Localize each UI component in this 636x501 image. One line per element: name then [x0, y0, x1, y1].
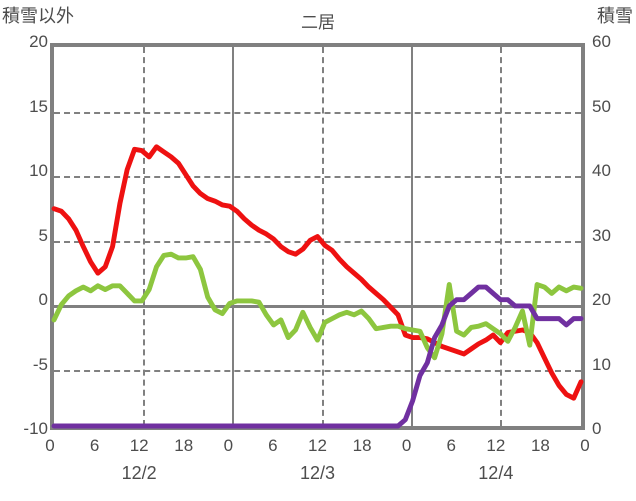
- y-axis-tick-left: -5: [32, 354, 48, 374]
- y-axis-tick-right: 40: [592, 161, 611, 180]
- x-axis-tick: 18: [530, 436, 550, 455]
- series-line-red-series: [51, 144, 584, 401]
- gridline-horizontal: [54, 176, 581, 178]
- y-axis-tick-left: -10: [23, 419, 48, 438]
- x-axis-tick: 0: [401, 436, 412, 455]
- x-axis-tick: 18: [174, 436, 194, 455]
- y-axis-tick-left: 15: [29, 96, 48, 116]
- x-axis-tick: 0: [580, 436, 590, 455]
- y-axis-tick-right: 20: [592, 290, 611, 309]
- y-axis-tick-right: 30: [592, 225, 611, 245]
- gridline-vertical-dashed: [499, 47, 502, 426]
- x-axis-tick: 0: [223, 436, 234, 455]
- y-axis-tick-right: 10: [592, 354, 611, 374]
- y-axis-tick-right: 50: [592, 96, 611, 116]
- x-axis-tick: 12: [129, 436, 149, 455]
- right-axis-caption: 積雪: [597, 6, 633, 26]
- y-axis-tick-left: 10: [29, 161, 48, 180]
- x-axis-tick: 18: [352, 436, 372, 455]
- x-axis-tick: 0: [45, 436, 55, 455]
- page-title: 二居: [301, 13, 335, 32]
- x-axis-tick: 6: [89, 436, 100, 455]
- gridline-vertical-dashed: [143, 47, 146, 426]
- gridline-vertical-day-boundary: [232, 47, 235, 426]
- gridline-horizontal: [54, 111, 581, 114]
- plot-area: [50, 43, 585, 430]
- x-axis-day-label: 12/3: [299, 463, 336, 483]
- left-axis-caption: 積雪以外: [2, 6, 74, 26]
- x-axis-tick: 6: [268, 436, 278, 455]
- gridline-horizontal: [54, 369, 581, 372]
- gridline-horizontal: [54, 240, 581, 243]
- gridline-vertical-day-boundary: [410, 47, 413, 426]
- gridline-vertical-dashed: [321, 47, 324, 426]
- y-axis-tick-right: 0: [592, 419, 602, 438]
- y-axis-tick-right: 60: [592, 32, 611, 51]
- x-axis-tick: 12: [486, 436, 506, 455]
- y-axis-tick-left: 5: [38, 225, 48, 245]
- y-axis-tick-left: 0: [38, 290, 48, 309]
- x-axis-tick: 12: [308, 436, 327, 455]
- x-axis-day-label: 12/2: [121, 463, 157, 483]
- x-axis-tick: 6: [446, 436, 456, 455]
- x-axis-day-label: 12/4: [478, 463, 514, 483]
- y-axis-tick-left: 20: [29, 32, 48, 51]
- gridline-horizontal: [54, 305, 581, 308]
